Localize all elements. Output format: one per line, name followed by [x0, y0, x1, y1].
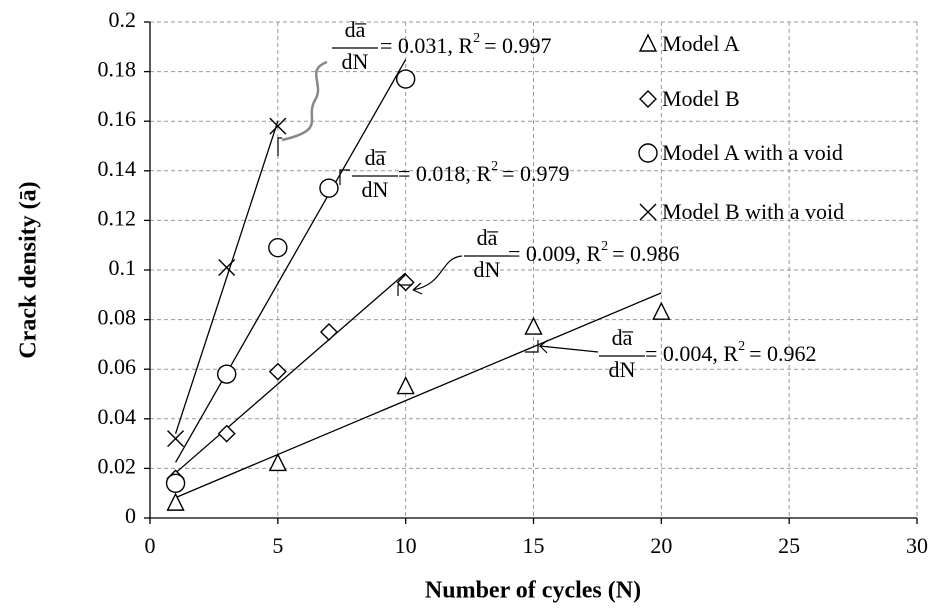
- marker-triangle: [396, 375, 415, 395]
- x-axis-title: Number of cycles (N): [425, 578, 641, 604]
- y-axis-title: Crack density (ā): [16, 181, 42, 358]
- marker-triangle: [524, 316, 543, 335]
- marker-diamond: [396, 273, 415, 292]
- x-tick-label: 25: [778, 533, 800, 558]
- marker-circle: [165, 473, 186, 493]
- y-tick-label: 0.04: [98, 404, 137, 429]
- y-tick-label: 0.08: [98, 305, 137, 330]
- annotation-sup: 2: [491, 159, 498, 174]
- annotation-r2: = 0.997: [484, 33, 551, 58]
- marker-circle: [395, 69, 416, 89]
- annotation-denominator: dN: [609, 357, 636, 382]
- annotation-slope: = 0.031, R: [380, 33, 473, 58]
- annotation-r2: = 0.986: [612, 241, 679, 266]
- marker-circle: [638, 143, 658, 163]
- marker-triangle: [166, 492, 185, 511]
- x-tick-label: 0: [145, 533, 156, 558]
- x-tick-label: 10: [395, 533, 417, 558]
- marker-circle: [216, 364, 237, 384]
- trend-line: [175, 292, 662, 499]
- trend-line: [175, 272, 407, 474]
- annotation-slope: = 0.004, R: [645, 341, 738, 366]
- leader: [412, 255, 463, 295]
- y-tick-label: 0.18: [98, 57, 137, 82]
- y-tick-label: 0.2: [109, 7, 137, 32]
- annotation-sup: 2: [601, 239, 608, 254]
- y-tick-label: 0.12: [98, 205, 137, 230]
- y-tick-label: 0: [125, 503, 136, 528]
- annotation-denominator: dN: [362, 177, 389, 202]
- annotation: = 0.018, R2 = 0.979: [398, 159, 570, 186]
- annotation-sup: 2: [473, 31, 480, 46]
- marker-x: [218, 259, 236, 277]
- y-tick-label: 0.14: [98, 156, 137, 181]
- annotation-numerator: da̅: [365, 145, 387, 170]
- annotation-r2: = 0.962: [749, 341, 816, 366]
- marker-triangle: [638, 33, 658, 52]
- marker-x: [269, 117, 287, 135]
- annotation-slope: = 0.018, R: [398, 161, 491, 186]
- legend-label: Model B with a void: [662, 199, 844, 224]
- marker-diamond: [639, 90, 657, 108]
- leader: [525, 340, 539, 353]
- marker-circle: [268, 237, 288, 258]
- annotation-numerator: da̅: [345, 17, 367, 42]
- legend-label: Model B: [662, 86, 740, 111]
- marker-x: [167, 430, 185, 448]
- leader: [397, 284, 412, 296]
- marker-x: [639, 203, 657, 221]
- x-tick-label: 20: [650, 533, 672, 558]
- marker-triangle: [652, 301, 671, 320]
- leader: [277, 137, 282, 156]
- x-tick-label: 15: [523, 533, 545, 558]
- leader: [538, 339, 599, 354]
- annotation: = 0.009, R2 = 0.986: [508, 239, 680, 266]
- marker-diamond: [268, 362, 287, 381]
- legend-label: Model A with a void: [662, 140, 843, 165]
- marker-triangle: [268, 452, 287, 472]
- y-tick-label: 0.02: [98, 453, 137, 478]
- annotation-slope: = 0.009, R: [508, 241, 601, 266]
- annotation-sup: 2: [738, 339, 745, 354]
- annotation-numerator: da̅: [612, 325, 634, 350]
- annotation-denominator: dN: [342, 49, 369, 74]
- x-tick-label: 30: [906, 533, 928, 558]
- annotation: = 0.004, R2 = 0.962: [645, 339, 817, 366]
- y-tick-label: 0.16: [98, 106, 137, 131]
- x-tick-label: 5: [272, 533, 283, 558]
- trend-line: [175, 59, 407, 463]
- y-tick-label: 0.06: [98, 354, 137, 379]
- leader: [339, 169, 350, 185]
- y-tick-label: 0.1: [109, 255, 137, 280]
- marker-diamond: [319, 323, 338, 341]
- marker-diamond: [217, 424, 236, 443]
- annotation-denominator: dN: [474, 257, 501, 282]
- annotation: = 0.031, R2 = 0.997: [380, 31, 552, 58]
- trend-line: [174, 120, 279, 434]
- annotation-numerator: da̅: [477, 225, 499, 250]
- leader: [281, 60, 328, 142]
- annotation-r2: = 0.979: [502, 161, 569, 186]
- marker-circle: [319, 178, 339, 198]
- legend-label: Model A: [662, 31, 740, 56]
